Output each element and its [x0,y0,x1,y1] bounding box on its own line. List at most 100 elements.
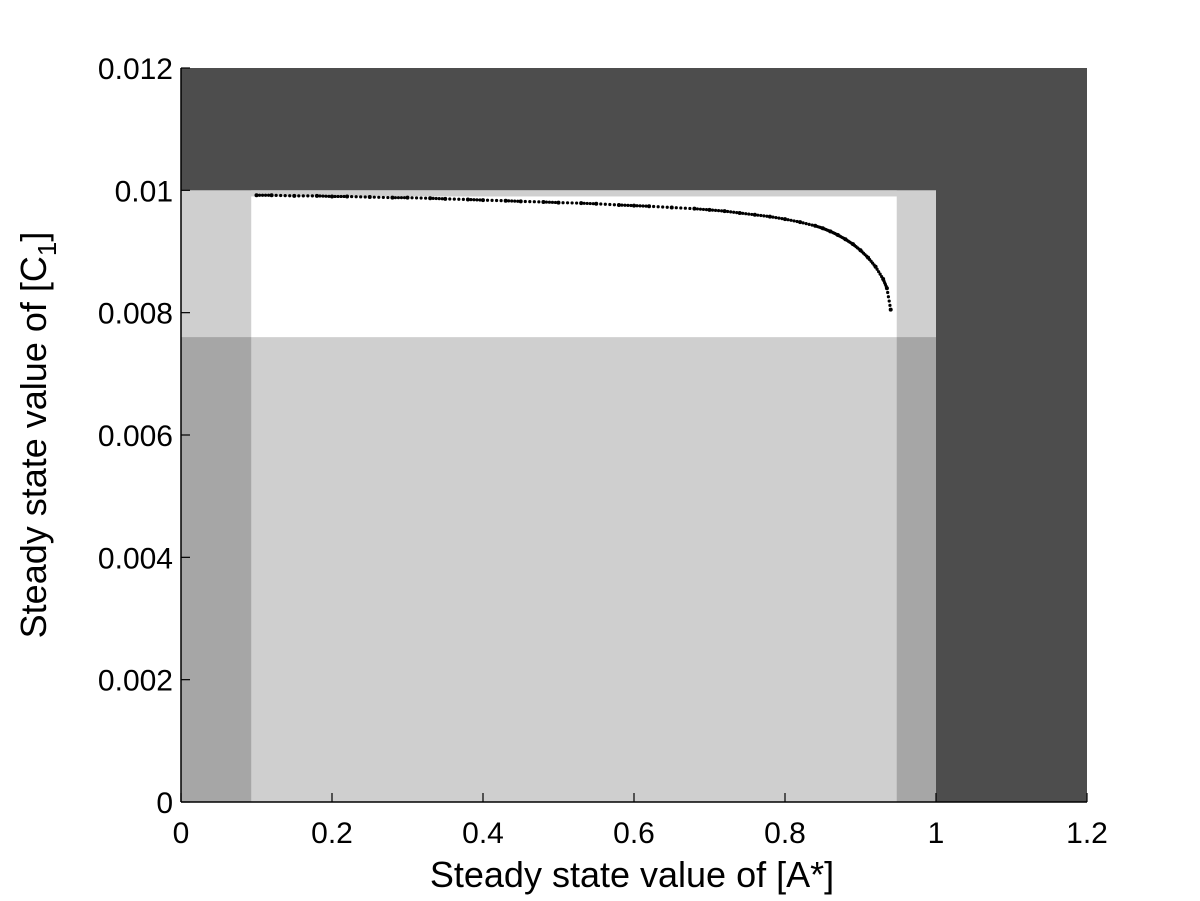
data-point [783,217,787,222]
data-point [260,193,265,197]
data-point [359,195,363,199]
data-point [547,200,552,204]
data-point [591,202,595,206]
y-axis-label-main: Steady state value of [C [13,256,54,638]
data-point [729,210,733,214]
data-point [771,215,775,219]
data-point [842,236,846,241]
data-point [336,194,340,199]
axes [180,67,1088,803]
data-point [350,194,354,199]
data-point [263,193,268,197]
data-point [301,194,305,198]
data-point [674,206,678,210]
data-point [448,197,452,201]
y-axis-label-close: ] [13,232,54,242]
data-point [503,198,508,203]
data-point [440,197,444,201]
data-point [516,199,520,203]
y-tick-label: 0.008 [98,298,173,331]
data-point [735,210,739,215]
x-tick-label: 0.6 [613,817,655,850]
data-point [561,201,565,205]
data-point [528,199,532,204]
x-tick-label: 1.2 [1066,817,1108,850]
y-axis-label-group: Steady state value of [C1] [13,232,62,639]
data-point [635,204,639,208]
data-point [443,196,448,201]
data-point [827,229,831,233]
data-point [603,202,607,206]
data-point [752,212,757,217]
data-point [372,195,376,199]
data-point [556,200,561,205]
data-point [269,193,274,198]
data-point [834,232,838,236]
data-point [461,197,465,201]
data-point [713,208,718,212]
y-tick-label: 0.01 [115,175,173,208]
data-point [756,213,760,217]
data-point [553,200,558,205]
data-point [465,197,470,202]
data-point [266,193,271,197]
data-point [695,207,700,211]
data-point [499,199,503,203]
data-point [644,204,648,208]
data-point [354,195,358,199]
data-point [692,206,697,211]
data-point [789,218,793,222]
data-point [875,267,879,271]
data-point [732,210,736,214]
data-point [864,254,869,258]
data-point [386,195,390,200]
data-point [777,216,781,220]
data-point [801,221,805,225]
background-regions [181,68,1087,803]
data-point [888,307,893,312]
data-point [647,204,652,209]
data-point [279,193,283,198]
x-tick-label: 0.2 [311,817,353,850]
y-tick-labels: 0 0.002 0.004 0.006 0.008 0.01 0.012 [98,53,173,820]
data-point [585,201,589,206]
data-point [679,206,683,210]
data-points [254,193,893,312]
data-point [629,203,633,208]
data-point [363,195,367,199]
data-point [780,216,784,221]
data-point [274,193,278,197]
data-point [886,295,891,299]
data-point [608,202,612,207]
data-point [283,193,287,198]
data-point [339,194,343,199]
data-point [656,205,660,209]
data-point [424,196,428,200]
data-point [726,209,730,214]
data-point [737,210,742,215]
data-point [719,209,724,213]
data-point [345,194,350,199]
data-point [292,193,297,198]
x-tick-label: 0 [173,817,190,850]
data-point [390,195,395,200]
data-point [582,201,586,205]
x-tick-label: 0.4 [462,817,504,850]
data-point [333,194,337,199]
y-tick-label: 0.006 [98,420,173,453]
y-tick-label: 0.012 [98,53,173,86]
data-point [367,195,372,200]
data-point [532,200,536,204]
data-point [795,219,799,224]
data-point [485,198,490,202]
data-point [884,284,888,288]
data-point [419,196,423,200]
data-point [297,194,301,198]
y-tick-label: 0 [156,787,173,820]
data-point [410,196,414,200]
data-point [414,196,419,200]
x-tick-label: 1 [928,817,945,850]
data-point [579,201,584,206]
data-point [886,290,890,295]
data-point [428,196,433,201]
